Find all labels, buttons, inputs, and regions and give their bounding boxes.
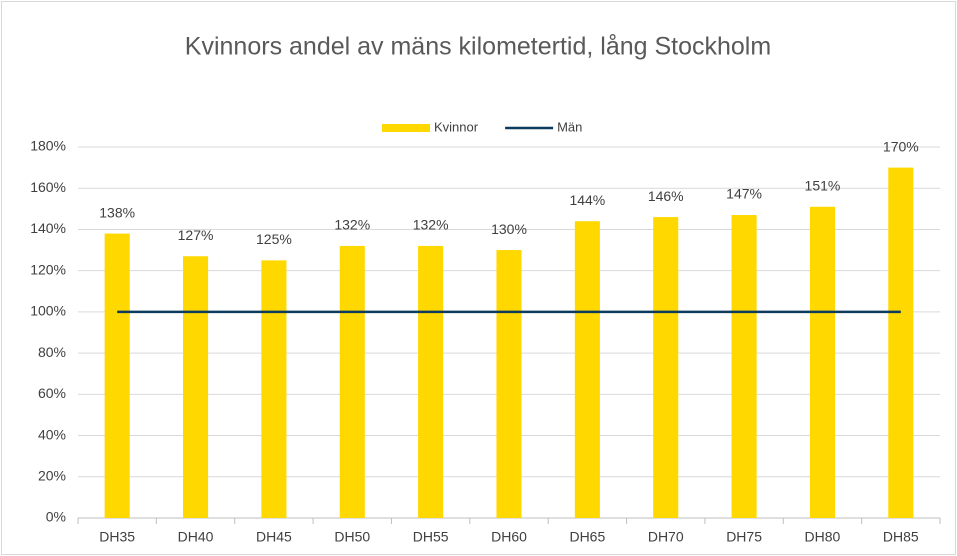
x-tick-label: DH50 <box>334 529 370 545</box>
x-tick-label: DH60 <box>491 529 527 545</box>
bar <box>653 217 679 519</box>
x-tick-label: DH45 <box>256 529 292 545</box>
data-label: 132% <box>413 217 449 233</box>
bar <box>183 256 209 518</box>
x-tick-label: DH85 <box>883 529 919 545</box>
y-tick-label: 60% <box>38 385 66 401</box>
bar <box>496 250 522 519</box>
x-tick-label: DH80 <box>805 529 841 545</box>
x-tick-label: DH65 <box>569 529 605 545</box>
y-tick-label: 120% <box>30 261 66 277</box>
bar <box>418 245 444 518</box>
bar <box>731 215 757 518</box>
y-tick-label: 160% <box>30 179 66 195</box>
bar <box>574 221 600 518</box>
y-tick-label: 20% <box>38 467 66 483</box>
legend-label: Kvinnor <box>434 119 479 134</box>
y-tick-label: 180% <box>30 138 66 154</box>
data-label: 127% <box>178 227 214 243</box>
x-tick-label: DH35 <box>99 529 135 545</box>
data-label: 146% <box>648 188 684 204</box>
x-tick-label: DH55 <box>413 529 449 545</box>
chart-title: Kvinnors andel av mäns kilometertid, lån… <box>185 33 771 61</box>
y-tick-label: 140% <box>30 220 66 236</box>
x-tick-label: DH75 <box>726 529 762 545</box>
y-tick-label: 100% <box>30 303 66 319</box>
data-label: 132% <box>334 217 370 233</box>
bar <box>888 167 914 518</box>
x-tick-label: DH40 <box>178 529 214 545</box>
data-label: 151% <box>805 177 841 193</box>
bar <box>261 260 287 518</box>
y-tick-label: 80% <box>38 344 66 360</box>
data-label: 125% <box>256 231 292 247</box>
data-label: 170% <box>883 138 919 154</box>
legend-label: Män <box>557 119 582 134</box>
legend-swatch <box>382 124 430 132</box>
x-tick-label: DH70 <box>648 529 684 545</box>
bar <box>104 233 130 519</box>
y-tick-label: 0% <box>46 509 66 525</box>
bar <box>809 206 835 518</box>
bar <box>339 245 365 518</box>
data-label: 144% <box>569 192 605 208</box>
data-label: 147% <box>726 186 762 202</box>
y-tick-label: 40% <box>38 426 66 442</box>
data-label: 130% <box>491 221 527 237</box>
data-label: 138% <box>99 204 135 220</box>
